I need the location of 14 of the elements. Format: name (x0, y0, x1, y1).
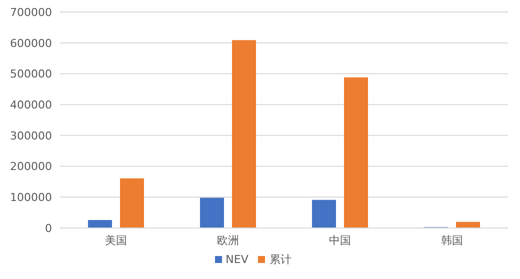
y-tick-label: 300000 (10, 129, 52, 142)
y-tick-label: 100000 (10, 191, 52, 204)
y-tick-label: 700000 (10, 6, 52, 19)
x-tick-label: 欧洲 (217, 234, 239, 247)
y-tick-label: 500000 (10, 68, 52, 81)
y-tick-label: 200000 (10, 160, 52, 174)
x-tick-label: 韩国 (441, 234, 463, 247)
y-tick-label: 600000 (10, 36, 52, 50)
x-tick-label: 中国 (329, 234, 351, 247)
y-tick-label: 400000 (10, 98, 52, 112)
legend-label: NEV (226, 253, 248, 266)
legend-label: 累计 (269, 253, 292, 266)
x-tick-label: 美国 (105, 234, 127, 247)
y-tick-label: 0 (45, 222, 52, 235)
